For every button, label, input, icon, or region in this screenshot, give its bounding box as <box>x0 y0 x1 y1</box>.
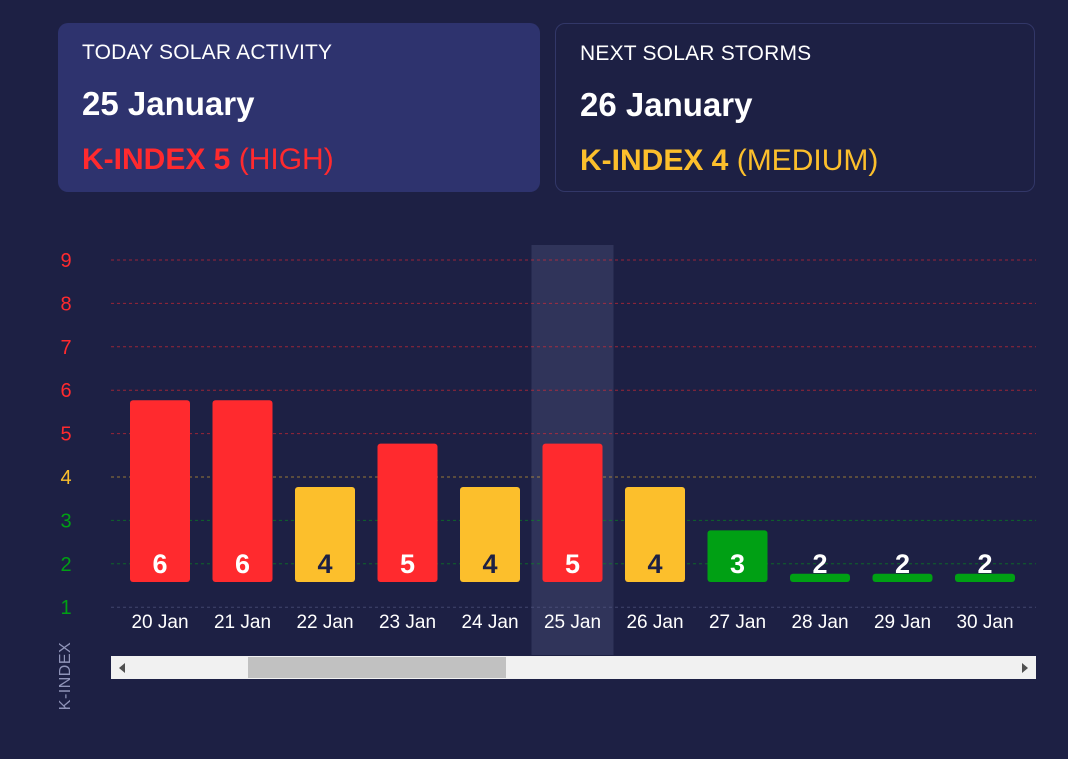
y-tick-label: 4 <box>60 467 71 489</box>
bar <box>955 573 1015 582</box>
x-tick-label: 25 Jan <box>544 612 601 633</box>
bar-value-label: 6 <box>152 549 167 579</box>
scrollbar-thumb[interactable] <box>248 657 506 678</box>
scroll-left-arrow-icon[interactable] <box>119 663 125 673</box>
x-tick-label: 23 Jan <box>379 612 436 633</box>
bar <box>542 443 603 582</box>
bar-value-label: 5 <box>565 549 580 579</box>
x-tick-label: 20 Jan <box>131 612 188 633</box>
next-storms-card: NEXT SOLAR STORMS 26 January K-INDEX 4 (… <box>555 23 1035 192</box>
bar <box>460 487 520 582</box>
bar <box>872 573 933 582</box>
x-tick-label: 27 Jan <box>709 612 766 633</box>
y-tick-label: 3 <box>60 510 71 532</box>
bar <box>625 487 685 582</box>
chart-scrollbar[interactable] <box>111 656 1036 679</box>
y-tick-label: 9 <box>60 250 71 272</box>
bar-value-label: 3 <box>730 549 745 579</box>
x-tick-label: 29 Jan <box>874 612 931 633</box>
y-tick-label: 2 <box>60 554 71 576</box>
scroll-right-arrow-icon[interactable] <box>1022 663 1028 673</box>
bar-value-label: 6 <box>235 549 250 579</box>
today-date: 25 January <box>82 85 255 122</box>
x-tick-label: 22 Jan <box>296 612 353 633</box>
today-kindex: K-INDEX 5 (HIGH) <box>82 143 516 177</box>
next-storms-label: NEXT SOLAR STORMS <box>580 42 812 65</box>
today-activity-card: TODAY SOLAR ACTIVITY 25 January K-INDEX … <box>58 23 540 192</box>
next-kindex-value: K-INDEX 4 <box>580 144 729 177</box>
x-tick-label: 28 Jan <box>791 612 848 633</box>
bar <box>212 400 273 582</box>
bar-value-label: 2 <box>977 549 992 579</box>
y-tick-label: 5 <box>60 424 71 446</box>
y-tick-label: 7 <box>60 337 71 359</box>
x-tick-label: 21 Jan <box>214 612 271 633</box>
bar-value-label: 2 <box>812 549 827 579</box>
x-tick-label: 30 Jan <box>956 612 1013 633</box>
next-kindex: K-INDEX 4 (MEDIUM) <box>580 144 1010 178</box>
bar <box>790 573 850 582</box>
y-tick-label: 1 <box>60 597 71 619</box>
bar-value-label: 4 <box>317 549 332 579</box>
next-date: 26 January <box>580 86 753 123</box>
next-kindex-level: (MEDIUM) <box>736 144 879 177</box>
today-kindex-level: (HIGH) <box>238 143 334 176</box>
today-kindex-value: K-INDEX 5 <box>82 143 231 176</box>
y-tick-label: 6 <box>60 380 71 402</box>
y-tick-label: 8 <box>60 293 71 315</box>
bar <box>130 400 190 582</box>
y-axis-label: K-INDEX <box>57 641 74 711</box>
bar-value-label: 5 <box>400 549 415 579</box>
x-tick-label: 24 Jan <box>461 612 518 633</box>
x-tick-label: 26 Jan <box>626 612 683 633</box>
bar <box>295 487 355 582</box>
bar-value-label: 4 <box>647 549 662 579</box>
bar-value-label: 2 <box>895 549 910 579</box>
bar-value-label: 4 <box>482 549 497 579</box>
bar <box>707 530 768 582</box>
today-activity-label: TODAY SOLAR ACTIVITY <box>82 41 333 64</box>
bar <box>377 443 438 582</box>
